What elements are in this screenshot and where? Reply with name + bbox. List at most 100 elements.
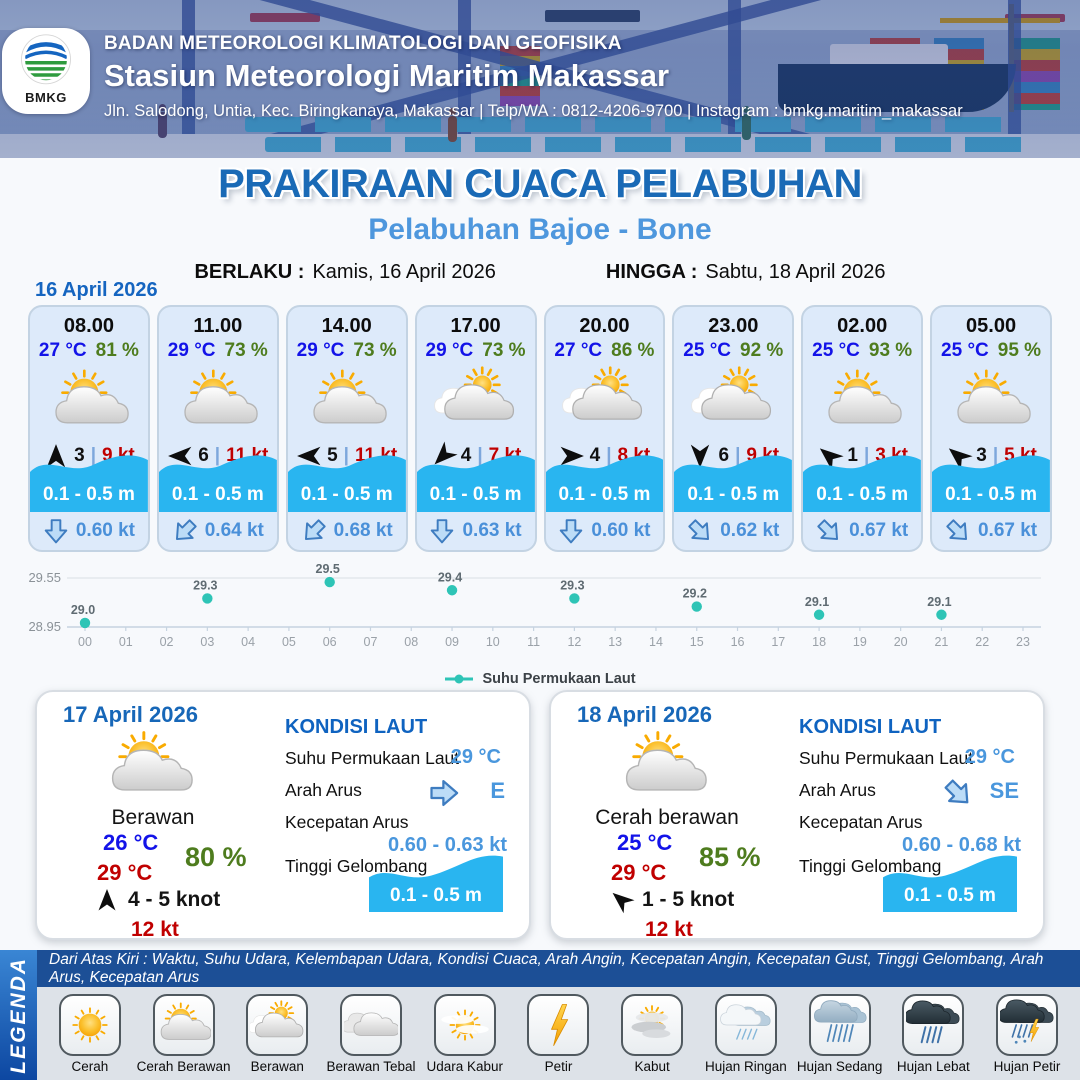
wave-height-band: 0.1 - 0.5 m [932,448,1050,512]
svg-text:29.55: 29.55 [28,570,61,585]
wave-height-band: 0.1 - 0.5 m [158,448,277,512]
legend-weather-icon [902,994,965,1056]
current-speed-label: Kecepatan Arus [285,812,409,832]
wave-height: 0.1 - 0.5 m [816,484,909,505]
wave-height-band: 0.1 - 0.5 m [674,448,793,512]
wave-height-band: 0.1 - 0.5 m [369,848,503,912]
current-row: 0.63 kt [417,512,535,550]
humidity: 86 % [611,340,655,361]
forecast-card: 20.00 27 °C 86 % 4 | 8 kt 0.1 - 0.5 m 0.… [543,305,666,552]
svg-text:00: 00 [78,635,92,649]
sea-conditions-panel: KONDISI LAUT Suhu Permukaan Laut 29 °C A… [285,692,507,938]
page-title: PRAKIRAAN CUACA PELABUHAN [218,162,862,206]
wind-direction-icon [940,438,977,475]
current-row: 0.67 kt [932,512,1050,550]
sea-conditions-heading: KONDISI LAUT [285,716,428,738]
forecast-time: 08.00 [63,315,114,337]
bmkg-logo-label: BMKG [25,90,67,105]
current-direction-label: Arah Arus [799,780,876,800]
sea-conditions-panel: KONDISI LAUT Suhu Permukaan Laut 29 °C A… [799,692,1021,938]
chart-legend: Suhu Permukaan Laut [20,671,1060,687]
wave-height: 0.1 - 0.5 m [558,484,651,505]
forecast-card: 11.00 29 °C 73 % 6 | 11 kt 0.1 - 0.5 m 0… [156,305,279,552]
legend-item: Kabut [606,994,698,1080]
legend-item: Petir [512,994,604,1080]
temp-max: 29 °C [97,860,153,885]
sst-label: Suhu Permukaan Laut [799,748,974,768]
wind-separator: | [735,445,741,466]
current-direction-value: E [490,778,505,803]
legend-item-label: Hujan Petir [993,1059,1061,1074]
forecast-time: 05.00 [966,315,1017,337]
weather-icon [171,363,265,441]
legend-item: Cerah Berawan [137,994,230,1080]
legend-item-label: Kabut [634,1059,670,1074]
legend-weather-icon [58,994,121,1056]
wave-height-value: 0.1 - 0.5 m [904,885,996,906]
current-direction-icon [937,772,979,814]
air-temp: 29 °C [167,340,216,361]
legend-item: Hujan Lebat [887,994,979,1080]
svg-text:05: 05 [282,635,296,649]
wind-direction-icon [296,443,322,469]
humidity: 81 % [95,340,139,361]
station-name: Stasiun Meteorologi Maritim Makassar [104,58,670,93]
wave-height: 0.1 - 0.5 m [687,484,780,505]
svg-text:29.5: 29.5 [316,562,340,576]
current-direction-icon [429,518,455,544]
humidity: 73 % [482,340,526,361]
weather-icon [42,363,136,441]
legend-item-label: Berawan Tebal [326,1059,416,1074]
wind-separator: | [863,445,870,466]
current-speed: 0.67 kt [849,520,909,541]
legend-item-label: Hujan Ringan [704,1059,787,1074]
wind-direction-icon [43,443,69,469]
svg-text:14: 14 [649,635,663,649]
temp-humidity-row: 25 °C 95 % [941,340,1041,362]
temp-humidity-row: 25 °C 93 % [812,340,912,362]
svg-text:20: 20 [894,635,908,649]
forecast-time: 14.00 [321,315,372,337]
wind-direction-icon [604,883,638,917]
wind-separator: | [90,445,97,466]
air-temp: 27 °C [554,340,603,361]
header: BMKG BADAN METEOROLOGI KLIMATOLOGI DAN G… [0,0,1080,158]
legend-title: LEGENDA [6,956,30,1074]
humidity: 73 % [353,340,397,361]
current-speed-value: 0.60 - 0.63 kt [388,834,507,856]
legend-weather-icon [996,994,1059,1056]
contact-line: Jln. Salodong, Untia, Kec. Biringkanaya,… [104,102,963,120]
wave-height-band: 0.1 - 0.5 m [883,848,1017,912]
wind-direction-icon [559,443,585,469]
daily-summary-card: 17 April 2026 Berawan 26 °C 29 °C 80 % 4… [35,690,531,941]
wave-icon [369,855,503,912]
current-direction-icon [429,778,459,808]
air-temp: 29 °C [296,340,345,361]
daily-date: 18 April 2026 [577,702,712,727]
current-speed: 0.63 kt [462,520,522,541]
bmkg-logo: BMKG [2,28,90,114]
legend-item: Berawan [231,994,323,1080]
legend-item: Hujan Sedang [794,994,886,1080]
weather-icon [686,363,780,441]
svg-text:29.1: 29.1 [805,595,829,609]
daily-date: 17 April 2026 [63,702,198,727]
forecast-card: 02.00 25 °C 93 % 1 | 3 kt 0.1 - 0.5 m 0.… [801,305,924,552]
current-speed: 0.68 kt [333,520,393,541]
daily-summary-row: 17 April 2026 Berawan 26 °C 29 °C 80 % 4… [35,690,1045,941]
wind-speed: 3 [976,445,987,466]
sst-value: 29 °C [964,746,1015,768]
current-row: 0.60 kt [546,512,664,550]
weather-icon [85,724,213,810]
air-temp: 25 °C [812,340,860,361]
svg-text:29.3: 29.3 [560,578,584,592]
svg-text:29.0: 29.0 [71,603,95,617]
legend-weather-icon [246,994,309,1056]
svg-text:29.3: 29.3 [193,578,217,592]
legend-weather-icon [621,994,684,1056]
legend-items-row: Cerah Cerah Berawan Berawan Berawan Teba… [37,987,1080,1080]
temp-humidity-row: 27 °C 81 % [39,340,139,362]
temp-humidity-row: 29 °C 73 % [168,340,268,362]
current-speed-value: 0.60 - 0.68 kt [902,834,1021,856]
